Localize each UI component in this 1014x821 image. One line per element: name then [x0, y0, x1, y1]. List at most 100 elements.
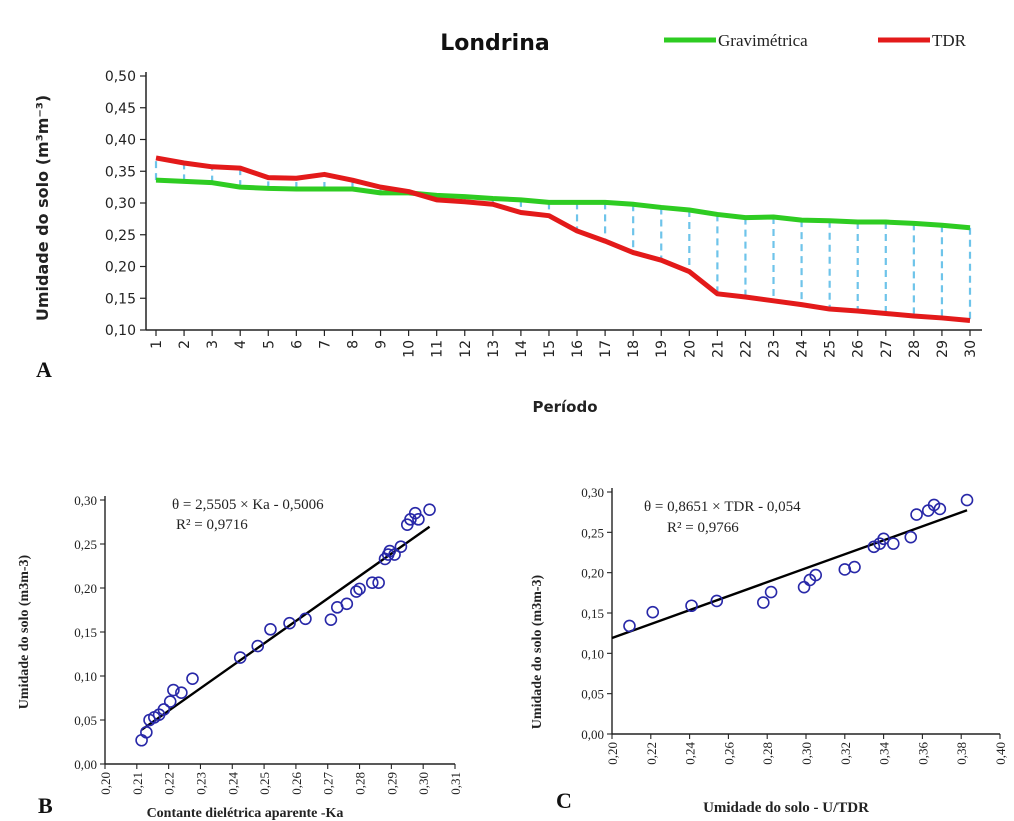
y-tick-label: 0,10 [581, 646, 604, 661]
x-tick-label: 0,31 [448, 772, 463, 795]
y-tick-label: 0,15 [581, 606, 604, 621]
y-tick-label: 0,15 [74, 625, 97, 640]
x-tick-label: 27 [879, 340, 895, 358]
x-tick-label: 8 [345, 340, 361, 349]
x-tick-label: 9 [374, 340, 390, 349]
x-tick-label: 7 [317, 340, 333, 349]
data-point [848, 560, 861, 574]
x-tick-label: 10 [402, 340, 418, 358]
data-point [163, 695, 177, 708]
chart-title: Londrina [440, 31, 549, 56]
series-line-tdr [155, 155, 971, 323]
x-tick-label: 0,40 [993, 742, 1008, 765]
x-tick-label: 21 [710, 340, 726, 358]
y-tick-label: 0,05 [581, 687, 604, 702]
x-tick-label: 17 [598, 340, 614, 358]
y-tick-label: 0,10 [105, 323, 136, 339]
y-tick-label: 0,15 [105, 291, 136, 307]
y-tick-label: 0,20 [74, 581, 97, 596]
data-point [412, 513, 425, 526]
data-point [933, 502, 947, 516]
x-tick-label: 0,20 [605, 742, 620, 765]
x-axis-label-c: Umidade do solo - U/TDR [703, 800, 869, 816]
y-tick-label: 0,20 [581, 566, 604, 581]
x-tick-label: 19 [654, 340, 670, 358]
data-point [251, 639, 265, 653]
y-tick-label: 0,05 [74, 713, 97, 728]
data-point [299, 612, 312, 626]
regression-equation-c: θ = 0,8651 × TDR - 0,054 [644, 499, 801, 515]
x-tick-label: 0,34 [877, 742, 892, 765]
data-point [646, 605, 660, 619]
x-axis-label-a: Período [532, 398, 597, 416]
data-point [685, 599, 698, 613]
panel-a-line-chart: Londrina Gravimétrica TDR 0,10 0,15 0,20 0,… [33, 31, 982, 416]
x-tick-label: 24 [795, 340, 811, 358]
data-point [809, 568, 823, 582]
data-point [710, 594, 724, 608]
x-tick-label: 5 [261, 340, 277, 349]
data-point [797, 580, 811, 594]
y-tick-label: 0,30 [581, 485, 604, 500]
panel-label-a: A [36, 357, 52, 382]
panel-label-c: C [556, 788, 572, 813]
panel-label-b: B [38, 793, 53, 818]
y-tick-label: 0,10 [74, 669, 97, 684]
x-tick-label: 0,24 [225, 772, 240, 795]
data-point [140, 726, 153, 739]
x-tick-label: 2 [177, 340, 193, 349]
data-point [324, 613, 338, 626]
data-point [623, 619, 636, 633]
x-tick-label: 18 [626, 340, 642, 358]
x-tick-label: 0,28 [353, 772, 368, 795]
data-point [353, 582, 366, 596]
y-axis-label-c: Umidade do solo (m3m-3) [530, 574, 545, 729]
legend-label-gravimetrica: Gravimétrica [718, 31, 808, 50]
data-point [904, 530, 918, 544]
regression-equation-b: θ = 2,5505 × Ka - 0,5006 [172, 497, 324, 513]
data-point [960, 493, 974, 507]
x-tick-label: 12 [458, 340, 474, 358]
x-tick-label: 30 [963, 340, 979, 358]
data-point [408, 506, 422, 520]
x-tick-label: 0,21 [130, 772, 145, 795]
x-tick-label: 16 [570, 340, 586, 358]
x-tick-label: 0,22 [162, 772, 177, 795]
x-tick-label: 28 [907, 340, 923, 358]
x-tick-label: 0,28 [760, 742, 775, 765]
x-tick-label: 15 [542, 340, 558, 358]
y-axis-label-a: Umidade do solo (m³m⁻³) [33, 95, 52, 321]
legend: Gravimétrica TDR [664, 31, 967, 50]
series-line-gravimetrica [155, 177, 971, 231]
data-point [350, 585, 363, 598]
x-axis-label-b: Contante dielétrica aparente -Ka [147, 806, 344, 821]
x-tick-label: 0,26 [289, 772, 304, 795]
data-point [233, 651, 247, 664]
data-point [186, 672, 199, 685]
axes-b: 0,00 0,05 0,10 0,15 0,20 0,25 0,30 0,20 0,21 0,22… [74, 493, 463, 795]
panel-c-scatter-chart: 0,00 0,05 0,10 0,15 0,20 0,25 0,30 0,20 0,22 0,24… [530, 485, 1008, 816]
x-tick-label: 26 [851, 340, 867, 358]
x-tick-label: 20 [682, 340, 698, 358]
x-tick-label: 22 [738, 340, 754, 358]
data-point [423, 503, 436, 516]
data-point [283, 616, 296, 630]
y-tick-label: 0,00 [74, 757, 97, 772]
data-point [167, 683, 180, 697]
x-tick-label: 25 [823, 340, 839, 358]
data-point [340, 597, 354, 611]
data-point [394, 540, 408, 553]
x-tick-label: 3 [205, 340, 221, 349]
y-tick-label: 0,40 [105, 133, 136, 149]
x-tick-label: 1 [149, 340, 165, 349]
x-tick-label: 0,20 [98, 772, 113, 795]
x-tick-label: 6 [289, 340, 305, 349]
data-point [757, 596, 770, 609]
regression-line [140, 525, 431, 731]
y-tick-label: 0,35 [105, 164, 136, 180]
data-point [372, 576, 385, 590]
x-tick-label: 0,26 [721, 742, 736, 765]
axes-a: 0,100,150,200,250,300,350,400,450,501 2 3 4… [105, 69, 982, 358]
y-axis-label-b: Umidade do solo (m3m-3) [17, 554, 32, 709]
